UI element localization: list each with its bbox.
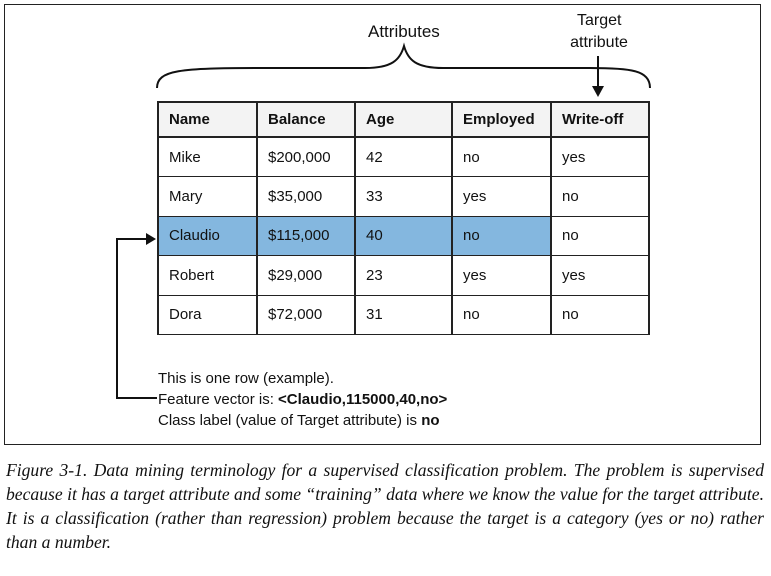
cell-balance: $35,000 (256, 176, 356, 217)
attributes-label: Attributes (368, 22, 440, 41)
cell-employed: yes (451, 255, 552, 296)
cell-name: Mike (157, 136, 258, 177)
header-employed: Employed (451, 101, 552, 138)
table-row: Mary $35,000 33 yes no (157, 176, 650, 217)
cell-name: Claudio (157, 215, 258, 256)
target-label-line1: Target (577, 12, 622, 29)
cell-balance: $29,000 (256, 255, 356, 296)
cell-balance: $200,000 (256, 136, 356, 177)
cell-write-off: no (550, 176, 650, 217)
cell-age: 40 (354, 215, 453, 256)
class-label-value: no (421, 412, 440, 429)
data-table: Name Balance Age Employed Write-off Mike… (157, 101, 650, 335)
notes-line-1: This is one row (example). (158, 370, 334, 387)
cell-age: 42 (354, 136, 453, 177)
cell-balance: $115,000 (256, 215, 356, 256)
figure-frame (4, 4, 761, 445)
target-attribute-label: Target attribute (570, 10, 628, 54)
table-row: Dora $72,000 31 no no (157, 294, 650, 335)
cell-employed: no (451, 136, 552, 177)
row-explanation: This is one row (example). Feature vecto… (158, 368, 447, 431)
header-age: Age (354, 101, 453, 138)
cell-write-off: no (550, 294, 650, 335)
cell-name: Robert (157, 255, 258, 296)
cell-employed: no (451, 294, 552, 335)
cell-balance: $72,000 (256, 294, 356, 335)
class-label-prefix: Class label (value of Target attribute) … (158, 412, 422, 429)
target-arrow-head (592, 86, 604, 97)
table-row: Mike $200,000 42 no yes (157, 136, 650, 177)
notes-line-3: Class label (value of Target attribute) … (158, 410, 447, 431)
table-row-highlighted: Claudio $115,000 40 no no (157, 215, 650, 256)
table-row: Robert $29,000 23 yes yes (157, 255, 650, 296)
cell-write-off: no (550, 215, 650, 256)
cell-employed: yes (451, 176, 552, 217)
target-label-line2: attribute (570, 34, 628, 51)
cell-age: 33 (354, 176, 453, 217)
cell-write-off: yes (550, 255, 650, 296)
table-header-row: Name Balance Age Employed Write-off (157, 101, 650, 138)
feature-vector-prefix: Feature vector is: (158, 391, 279, 408)
feature-vector-value: <Claudio,115000,40,no> (278, 391, 448, 408)
cell-employed: no (451, 215, 552, 256)
attributes-brace (156, 42, 651, 89)
cell-age: 31 (354, 294, 453, 335)
notes-line-2: Feature vector is: <Claudio,115000,40,no… (158, 389, 447, 410)
cell-name: Mary (157, 176, 258, 217)
cell-name: Dora (157, 294, 258, 335)
row-connector-arrow-head (146, 233, 156, 245)
cell-age: 23 (354, 255, 453, 296)
figure-caption: Figure 3-1. Data mining terminology for … (6, 460, 764, 552)
cell-write-off: yes (550, 136, 650, 177)
header-write-off: Write-off (550, 101, 650, 138)
row-connector-line (116, 238, 157, 399)
header-name: Name (157, 101, 258, 138)
header-balance: Balance (256, 101, 356, 138)
